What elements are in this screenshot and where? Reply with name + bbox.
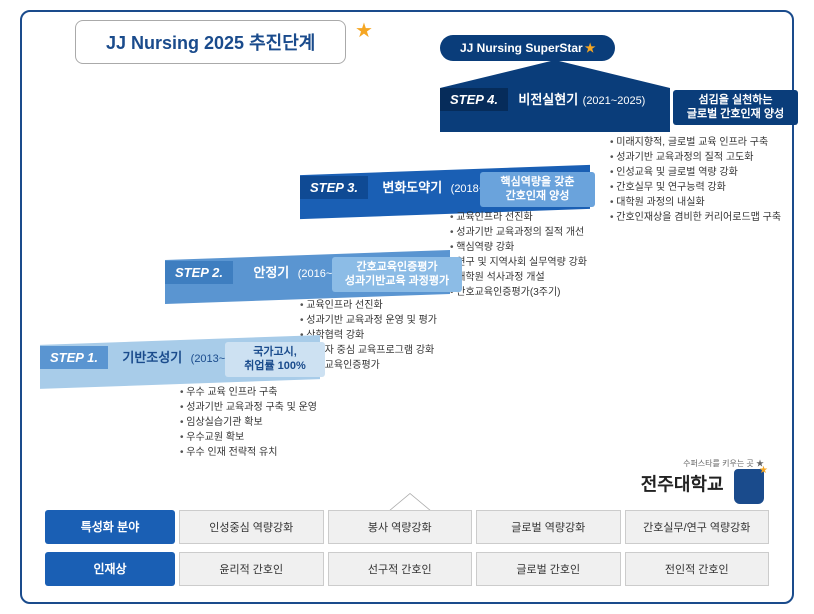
university-logo: 수퍼스타를 키우는 곳 ★ 전주대학교 bbox=[641, 458, 764, 504]
bullet-item: 간호실무 및 연구능력 강화 bbox=[610, 180, 795, 195]
step4-label: STEP 4. bbox=[440, 88, 508, 111]
bullet-item: 대학원 과정의 내실화 bbox=[610, 195, 795, 210]
step1-label: STEP 1. bbox=[40, 346, 108, 369]
table-cell: 전인적 간호인 bbox=[625, 552, 770, 586]
bullet-item: 교육인프라 선진화 bbox=[450, 210, 630, 225]
table-cell: 글로벌 간호인 bbox=[476, 552, 621, 586]
table-cell: 간호실무/연구 역량강화 bbox=[625, 510, 770, 544]
step2-goal: 간호교육인증평가 성과기반교육 과정평가 bbox=[332, 257, 462, 292]
university-tagline: 수퍼스타를 키우는 곳 ★ bbox=[641, 458, 764, 469]
badge-text: JJ Nursing SuperStar bbox=[460, 41, 583, 55]
bullet-item: 산학협력 강화 bbox=[300, 328, 480, 343]
page-title: JJ Nursing 2025 추진단계 bbox=[75, 20, 346, 64]
bullet-item: 미래지향적, 글로벌 교육 인프라 구축 bbox=[610, 135, 795, 150]
bullet-item: 대학원 석사과정 개설 bbox=[450, 270, 630, 285]
step4-title: 비전실현기 bbox=[518, 92, 578, 107]
row2-header: 인재상 bbox=[45, 552, 175, 586]
bullet-item: 인성교육 및 글로벌 역량 강화 bbox=[610, 165, 795, 180]
star-icon: ★ bbox=[585, 41, 596, 55]
step4-goal-a: 섬김을 실천하는 bbox=[683, 93, 788, 107]
bullet-item: 간호교육인증평가 bbox=[300, 358, 480, 373]
step1-bullets: 우수 교육 인프라 구축성과기반 교육과정 구축 및 운영임상실습기관 확보우수… bbox=[180, 385, 360, 460]
step4-arrow-icon bbox=[440, 60, 670, 88]
table-cell: 인성중심 역량강화 bbox=[179, 510, 324, 544]
bullet-item: 성과기반 교육과정 구축 및 운영 bbox=[180, 400, 360, 415]
step4-period: (2021~2025) bbox=[583, 95, 646, 107]
table-row: 인재상 윤리적 간호인 선구적 간호인 글로벌 간호인 전인적 간호인 bbox=[45, 552, 769, 586]
step3-bullets: 교육인프라 선진화성과기반 교육과정의 질적 개선핵심역량 강화연구 및 지역사… bbox=[450, 210, 630, 300]
bullet-item: 핵심역량 강화 bbox=[450, 240, 630, 255]
bullet-item: 임상실습기관 확보 bbox=[180, 415, 360, 430]
bullet-item: 성과기반 교육과정의 질적 개선 bbox=[450, 225, 630, 240]
step1-goal-a: 국가고시, bbox=[235, 345, 315, 359]
star-icon: ★ bbox=[355, 18, 373, 43]
step2-label: STEP 2. bbox=[165, 261, 233, 284]
step4-goal-b: 글로벌 간호인재 양성 bbox=[683, 107, 788, 121]
step4-block: STEP 4. 비전실현기 (2021~2025) 섬김을 실천하는 글로벌 간… bbox=[440, 88, 670, 132]
step3-goal-a: 핵심역량을 갖춘 bbox=[490, 175, 585, 189]
superstar-badge: JJ Nursing SuperStar★ bbox=[440, 35, 615, 61]
step2-title: 안정기 bbox=[253, 265, 289, 280]
step4-bullets: 미래지향적, 글로벌 교육 인프라 구축성과기반 교육과정의 질적 고도화인성교… bbox=[610, 135, 795, 225]
step1-goal-b: 취업률 100% bbox=[235, 359, 315, 373]
step2-goal-b: 성과기반교육 과정평가 bbox=[342, 274, 452, 288]
step3-goal: 핵심역량을 갖춘 간호인재 양성 bbox=[480, 172, 595, 207]
step2-bullets: 교육인프라 선진화성과기반 교육과정 운영 및 평가산학협력 강화수요자 중심 … bbox=[300, 298, 480, 373]
table-cell: 봉사 역량강화 bbox=[328, 510, 473, 544]
bullet-item: 수요자 중심 교육프로그램 강화 bbox=[300, 343, 480, 358]
university-name: 전주대학교 bbox=[641, 475, 724, 495]
step2-goal-a: 간호교육인증평가 bbox=[342, 260, 452, 274]
bullet-item: 우수 교육 인프라 구축 bbox=[180, 385, 360, 400]
step1-goal: 국가고시, 취업률 100% bbox=[225, 342, 325, 377]
table-cell: 글로벌 역량강화 bbox=[476, 510, 621, 544]
bullet-item: 성과기반 교육과정의 질적 고도화 bbox=[610, 150, 795, 165]
university-mark-icon bbox=[734, 469, 764, 504]
step1-title: 기반조성기 bbox=[122, 350, 182, 365]
table-cell: 윤리적 간호인 bbox=[179, 552, 324, 586]
step3-goal-b: 간호인재 양성 bbox=[490, 189, 585, 203]
bottom-table: 특성화 분야 인성중심 역량강화 봉사 역량강화 글로벌 역량강화 간호실무/연… bbox=[45, 510, 769, 594]
step4-goal: 섬김을 실천하는 글로벌 간호인재 양성 bbox=[673, 90, 798, 125]
bullet-item: 연구 및 지역사회 실무역량 강화 bbox=[450, 255, 630, 270]
row1-header: 특성화 분야 bbox=[45, 510, 175, 544]
step3-label: STEP 3. bbox=[300, 176, 368, 199]
bullet-item: 우수 인재 전략적 유치 bbox=[180, 445, 360, 460]
bullet-item: 간호인재상을 겸비한 커리어로드맵 구축 bbox=[610, 210, 795, 225]
step3-title: 변화도약기 bbox=[382, 180, 442, 195]
table-row: 특성화 분야 인성중심 역량강화 봉사 역량강화 글로벌 역량강화 간호실무/연… bbox=[45, 510, 769, 544]
table-cell: 선구적 간호인 bbox=[328, 552, 473, 586]
bullet-item: 성과기반 교육과정 운영 및 평가 bbox=[300, 313, 480, 328]
bullet-item: 우수교원 확보 bbox=[180, 430, 360, 445]
bullet-item: 교육인프라 선진화 bbox=[300, 298, 480, 313]
